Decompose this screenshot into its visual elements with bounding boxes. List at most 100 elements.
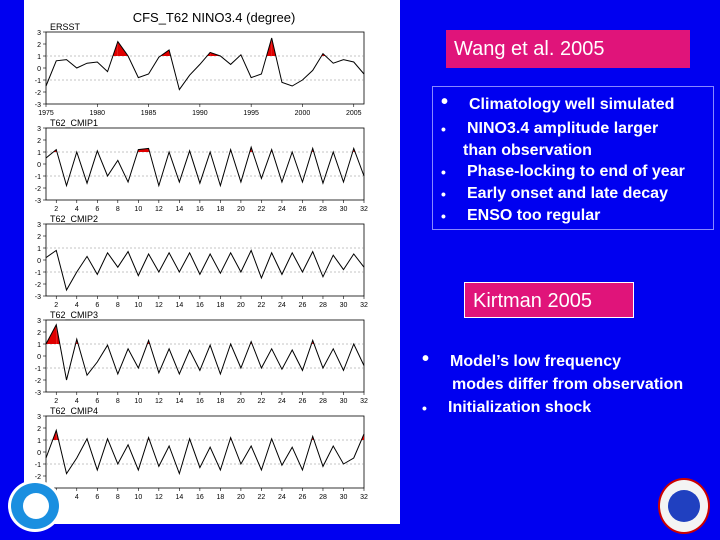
y-tick-label: 3 xyxy=(37,30,41,37)
x-tick-label: 1975 xyxy=(38,110,54,117)
y-tick-label: -3 xyxy=(35,198,41,205)
y-tick-label: -3 xyxy=(35,294,41,301)
x-tick-label: 14 xyxy=(175,494,183,501)
x-tick-label: 12 xyxy=(155,398,163,405)
kirtman-bullet-1: Model’s low frequency xyxy=(450,353,621,370)
x-tick-label: 8 xyxy=(116,206,120,213)
x-tick-label: 4 xyxy=(75,302,79,309)
figure-title: CFS_T62 NINO3.4 (degree) xyxy=(133,10,296,25)
x-tick-label: 22 xyxy=(258,206,266,213)
bullet-dot: • xyxy=(441,91,449,113)
y-tick-label: 2 xyxy=(37,138,41,145)
wang-title: Wang et al. 2005 xyxy=(446,30,690,68)
series-line xyxy=(45,323,365,381)
y-tick-label: 0 xyxy=(37,258,41,265)
y-tick-label: -2 xyxy=(35,378,41,385)
x-tick-label: 30 xyxy=(340,302,348,309)
x-tick-label: 12 xyxy=(155,494,163,501)
x-tick-label: 32 xyxy=(360,494,368,501)
x-tick-label: 30 xyxy=(340,206,348,213)
x-tick-label: 10 xyxy=(134,206,142,213)
x-tick-label: 14 xyxy=(175,302,183,309)
x-tick-label: 30 xyxy=(340,398,348,405)
x-tick-label: 4 xyxy=(75,398,79,405)
x-tick-label: 26 xyxy=(299,302,307,309)
x-tick-label: 8 xyxy=(116,302,120,309)
x-tick-label: 20 xyxy=(237,206,245,213)
wang-bullet-2b: than observation xyxy=(463,142,592,159)
y-tick-label: -3 xyxy=(35,390,41,397)
y-tick-label: 0 xyxy=(37,450,41,457)
y-tick-label: -2 xyxy=(35,90,41,97)
bullet-dot: • xyxy=(441,164,446,180)
bullet-dot: • xyxy=(422,400,427,416)
y-tick-label: -1 xyxy=(35,78,41,85)
x-tick-label: 24 xyxy=(278,206,286,213)
y-tick-label: -1 xyxy=(35,366,41,373)
y-tick-label: 1 xyxy=(37,246,41,253)
bullet-dot: • xyxy=(422,348,430,370)
x-tick-label: 1995 xyxy=(243,110,259,117)
x-tick-label: 10 xyxy=(134,398,142,405)
panel-frame xyxy=(45,127,365,201)
wang-bullet-1: Climatology well simulated xyxy=(469,96,675,113)
x-tick-label: 22 xyxy=(258,302,266,309)
x-tick-label: 16 xyxy=(196,494,204,501)
series-line xyxy=(45,145,365,188)
warm-event-fill xyxy=(138,148,149,152)
panel-label: T62_CMIP2 xyxy=(50,214,98,224)
x-tick-label: 6 xyxy=(95,206,99,213)
x-tick-label: 26 xyxy=(299,398,307,405)
x-tick-label: 32 xyxy=(360,302,368,309)
y-tick-label: -1 xyxy=(35,270,41,277)
y-tick-label: 2 xyxy=(37,42,41,49)
x-tick-label: 20 xyxy=(237,398,245,405)
x-tick-label: 2 xyxy=(54,398,58,405)
y-tick-label: -3 xyxy=(35,102,41,109)
panel-frame xyxy=(45,319,365,393)
x-tick-label: 22 xyxy=(258,494,266,501)
panel-frame xyxy=(45,31,365,105)
x-tick-label: 24 xyxy=(278,398,286,405)
x-tick-label: 18 xyxy=(216,206,224,213)
x-tick-label: 2000 xyxy=(295,110,311,117)
y-tick-label: 2 xyxy=(37,234,41,241)
x-tick-label: 26 xyxy=(299,206,307,213)
y-tick-label: -2 xyxy=(35,186,41,193)
x-tick-label: 4 xyxy=(75,206,79,213)
x-tick-label: 12 xyxy=(155,206,163,213)
y-tick-label: 3 xyxy=(37,414,41,421)
wang-bullet-2: NINO3.4 amplitude larger xyxy=(467,120,659,137)
x-tick-label: 4 xyxy=(75,494,79,501)
y-tick-label: 3 xyxy=(37,222,41,229)
panel-frame xyxy=(45,415,365,489)
y-tick-label: 2 xyxy=(37,426,41,433)
x-tick-label: 16 xyxy=(196,302,204,309)
x-tick-label: 28 xyxy=(319,302,327,309)
x-tick-label: 30 xyxy=(340,494,348,501)
x-tick-label: 20 xyxy=(237,494,245,501)
y-tick-label: -1 xyxy=(35,174,41,181)
wang-bullet-box: • Climatology well simulated • NINO3.4 a… xyxy=(432,86,714,230)
x-tick-label: 16 xyxy=(196,206,204,213)
y-tick-label: 3 xyxy=(37,318,41,325)
y-tick-label: 3 xyxy=(37,126,41,133)
x-tick-label: 24 xyxy=(278,302,286,309)
nino34-figure: CFS_T62 NINO3.4 (degree) ERSST 3 2 1 0 -1 -2 -3 1… xyxy=(24,0,400,524)
x-tick-label: 16 xyxy=(196,398,204,405)
bullet-dot: • xyxy=(441,186,446,202)
panel-label: T62_CMIP3 xyxy=(50,310,98,320)
x-tick-label: 24 xyxy=(278,494,286,501)
x-tick-label: 1990 xyxy=(192,110,208,117)
x-tick-label: 14 xyxy=(175,398,183,405)
panel-label: T62_CMIP1 xyxy=(50,118,98,128)
x-tick-label: 32 xyxy=(360,398,368,405)
y-tick-label: 1 xyxy=(37,342,41,349)
series-line xyxy=(45,249,365,292)
x-tick-label: 26 xyxy=(299,494,307,501)
x-tick-label: 10 xyxy=(134,494,142,501)
wang-bullet-3: Phase-locking to end of year xyxy=(467,163,685,180)
x-tick-label: 18 xyxy=(216,494,224,501)
kirtman-bullet-2: Initialization shock xyxy=(448,399,592,416)
x-tick-label: 14 xyxy=(175,206,183,213)
